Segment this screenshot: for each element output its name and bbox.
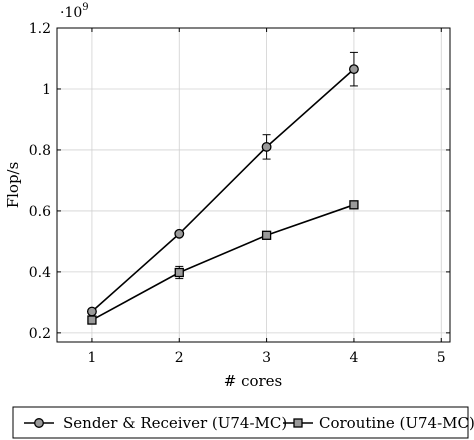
x-tick-label: 3 <box>262 350 271 366</box>
x-tick-label: 4 <box>349 350 358 366</box>
plot-area <box>56 27 451 343</box>
series-line <box>91 68 355 313</box>
x-axis-title: # cores <box>224 372 283 390</box>
series-circle <box>86 51 359 317</box>
series-layer <box>86 51 359 325</box>
y-scale-exponent: 9 <box>82 2 88 13</box>
y-tick-label: 0.4 <box>29 265 51 281</box>
legend-marker-circle <box>34 418 44 428</box>
data-point-square <box>349 200 359 210</box>
legend-marker-square <box>293 418 303 428</box>
axis-ticks: 1 2 3 4 5 0.2 0.4 0.6 0.8 1 1.2 <box>29 21 450 366</box>
y-axis-title: Flop/s <box>4 162 22 209</box>
legend-label-coroutine: Coroutine (U74-MC) <box>319 414 474 432</box>
y-tick-label: 0.8 <box>29 143 51 159</box>
legend: Sender & Receiver (U74-MC) Coroutine (U7… <box>12 406 474 439</box>
series-line <box>91 204 355 321</box>
y-tick-label: 0.6 <box>29 204 51 220</box>
grid <box>57 27 450 342</box>
y-scale-label: ·109 <box>60 2 89 21</box>
y-tick-label: 1.2 <box>29 21 51 37</box>
y-tick-label: 0.2 <box>29 326 51 342</box>
x-tick-label: 2 <box>175 350 184 366</box>
data-point-circle <box>86 306 97 317</box>
series-square <box>87 200 359 325</box>
x-tick-label: 1 <box>87 350 96 366</box>
y-tick-label: 1 <box>42 82 51 98</box>
data-point-circle <box>261 141 272 152</box>
data-point-square <box>87 315 97 325</box>
data-point-square <box>174 267 184 278</box>
data-point-circle <box>348 64 359 75</box>
data-point-circle <box>174 228 185 239</box>
legend-label-sender-receiver: Sender & Receiver (U74-MC) <box>63 414 287 432</box>
legend-box <box>12 406 469 439</box>
y-scale-prefix: ·10 <box>60 5 82 21</box>
data-point-square <box>261 230 272 240</box>
x-tick-label: 5 <box>437 350 446 366</box>
